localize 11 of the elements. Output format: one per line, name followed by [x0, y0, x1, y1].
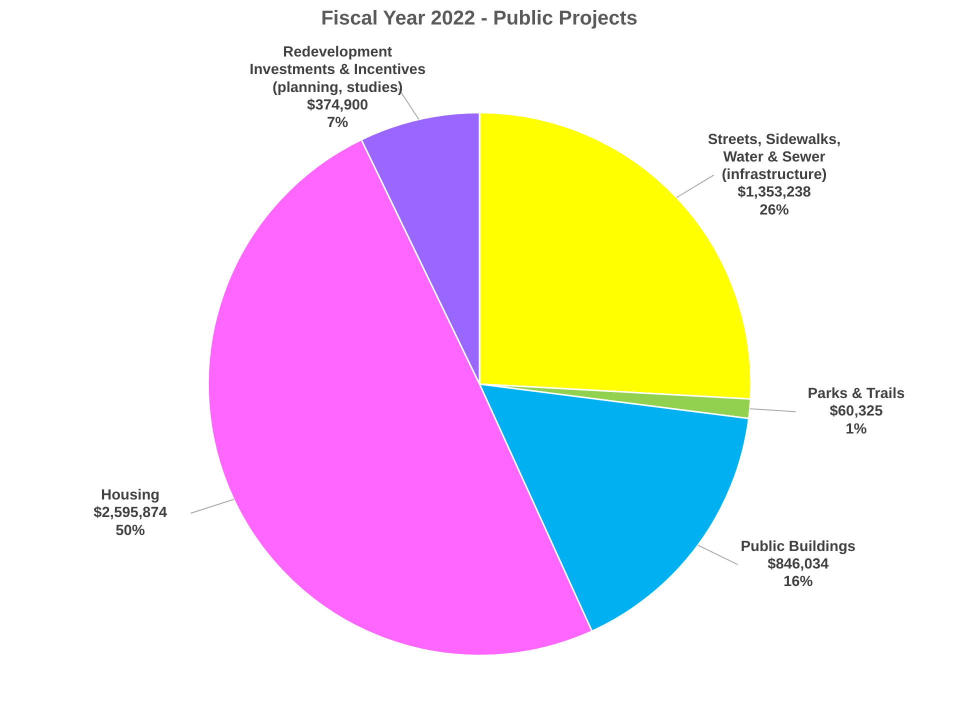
slice-label: Redevelopment Investments & Incentives (planning, studies) — [250, 44, 426, 96]
slice-label: Housing — [100, 488, 160, 504]
data-label: $1,353,238 26% — [738, 184, 811, 218]
chart-title: Fiscal Year 2022 - Public Projects — [321, 8, 638, 30]
data-label: $846,034 16% — [768, 556, 830, 590]
slice-label: Streets, Sidewalks, Water & Sewer (infrastructure) — [708, 132, 841, 184]
slice-label: Public Buildings — [740, 538, 856, 555]
data-label: $2,595,874 50% — [94, 505, 168, 539]
slice-label: Parks & Trails — [808, 386, 905, 402]
data-label: $374,900 7% — [307, 97, 368, 131]
data-label: $60,325 1% — [830, 404, 883, 438]
